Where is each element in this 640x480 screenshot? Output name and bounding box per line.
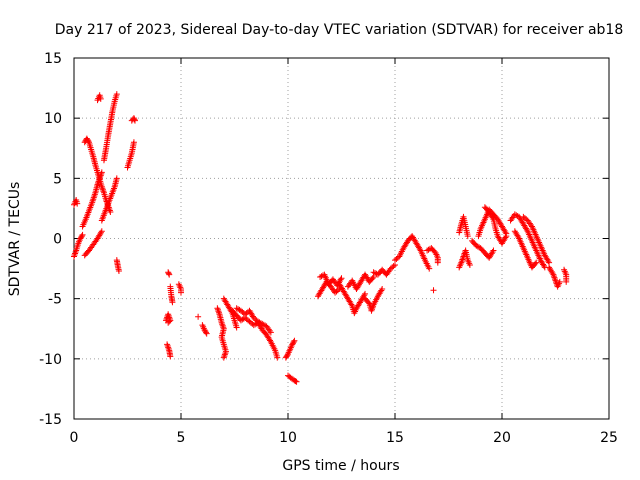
data-point (466, 261, 473, 268)
data-point (85, 138, 92, 145)
data-point (532, 260, 539, 267)
data-point (167, 353, 174, 360)
data-point (365, 299, 372, 306)
x-tick-label: 5 (177, 430, 186, 446)
data-point (267, 337, 274, 344)
data-point (169, 299, 176, 306)
y-tick-label: -15 (39, 412, 62, 428)
y-axis-ticks: -15 -10 -5 0 5 10 15 (39, 51, 609, 428)
data-point (416, 246, 423, 253)
y-tick-label: 0 (53, 232, 62, 248)
data-point (390, 263, 397, 270)
data-point (113, 175, 120, 182)
data-point (97, 229, 104, 236)
x-axis-ticks: 0 5 10 15 20 25 (70, 58, 618, 446)
data-point (545, 258, 552, 265)
data-point (489, 214, 496, 221)
data-point (113, 91, 120, 98)
data-point (379, 286, 386, 293)
data-point (165, 319, 172, 326)
data-point (202, 329, 209, 336)
data-point (115, 267, 122, 274)
data-point (74, 200, 81, 207)
y-tick-label: 15 (44, 51, 62, 67)
x-tick-label: 20 (493, 430, 511, 446)
data-point (503, 233, 510, 240)
data-point (369, 275, 376, 282)
data-point (434, 259, 441, 266)
data-point (490, 247, 497, 254)
data-points (71, 91, 570, 385)
data-point (426, 265, 433, 272)
y-tick-label: 5 (53, 171, 62, 187)
data-point (78, 233, 85, 240)
x-tick-label: 25 (600, 430, 618, 446)
data-point (274, 354, 281, 361)
data-point (267, 329, 274, 336)
data-point (131, 116, 138, 123)
data-point (549, 270, 556, 277)
data-point (97, 95, 104, 102)
x-axis-label: GPS time / hours (282, 458, 399, 474)
data-point (502, 234, 509, 241)
data-point (195, 313, 202, 320)
data-point (378, 287, 385, 294)
data-point (178, 289, 184, 296)
y-tick-label: -5 (48, 292, 62, 308)
x-tick-label: 10 (279, 430, 297, 446)
data-point (166, 318, 173, 325)
data-point (489, 248, 496, 255)
data-point (98, 228, 105, 235)
data-point (430, 287, 437, 294)
data-point (515, 234, 522, 241)
data-point (130, 139, 137, 146)
x-tick-label: 0 (70, 430, 79, 446)
data-point (233, 324, 240, 331)
data-point (165, 270, 172, 277)
x-tick-label: 15 (386, 430, 404, 446)
data-point (523, 226, 530, 233)
data-point (292, 378, 299, 385)
data-point (293, 378, 300, 385)
y-axis-label: SDTVAR / TECUs (7, 182, 23, 297)
data-point (464, 233, 471, 240)
data-point (79, 231, 86, 238)
data-point (107, 209, 114, 216)
data-point (502, 229, 509, 236)
y-tick-label: -10 (39, 352, 62, 368)
data-point (166, 271, 173, 278)
data-point (563, 278, 570, 285)
data-point (284, 352, 291, 359)
data-point (220, 354, 227, 361)
data-point (556, 278, 563, 285)
data-point (291, 337, 298, 344)
data-point (131, 117, 138, 124)
data-point (348, 301, 355, 308)
data-point (337, 276, 344, 283)
data-point (290, 338, 297, 345)
y-tick-label: 10 (44, 111, 62, 127)
data-point (203, 330, 210, 337)
data-point (338, 275, 345, 282)
data-point (533, 259, 540, 266)
data-point (361, 292, 368, 299)
chart-title: Day 217 of 2023, Sidereal Day-to-day VTE… (55, 22, 624, 38)
data-point (540, 262, 547, 269)
